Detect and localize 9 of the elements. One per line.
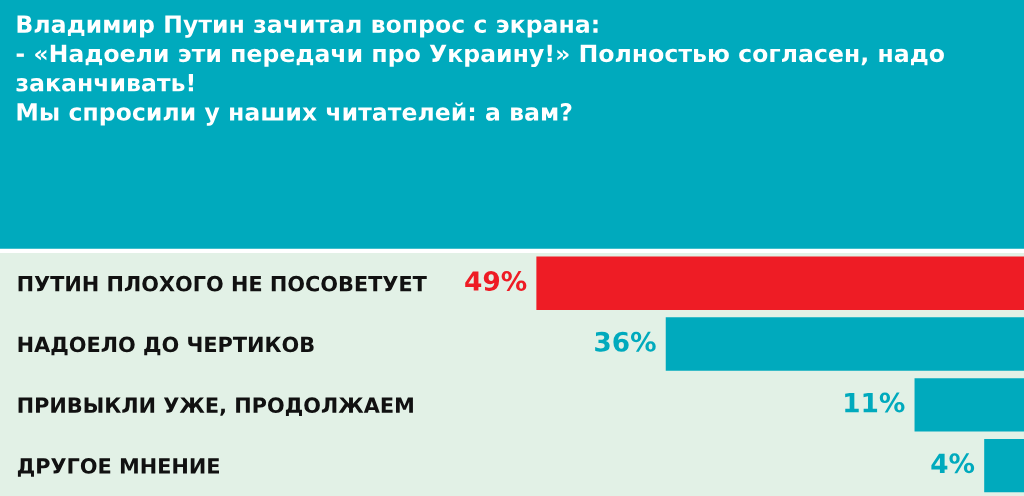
y-tick-label: ДРУГОЕ МНЕНИЕ bbox=[17, 458, 219, 477]
y-tick-label: НАДОЕЛО ДО ЧЕРТИКОВ bbox=[18, 336, 314, 356]
data-label: 36% bbox=[595, 331, 656, 352]
data-label: 11% bbox=[845, 392, 905, 413]
data-label: 4% bbox=[931, 453, 975, 474]
y-tick-label: ПУТИН ПЛОХОГО НЕ ПОСОВЕТУЕТ bbox=[18, 275, 427, 292]
y-tick-label: ПРИВЫКЛИ УЖЕ, ПРОДОЛЖАЕМ bbox=[18, 397, 413, 417]
data-label: 49% bbox=[465, 271, 527, 291]
chart-title: Владимир Путин зачитал вопрос с экрана: - «Надоели эти передачи про Украину!» Полностью согласен, надо заканчивать! Мы спросили у наших читателей: а вам? bbox=[16, 15, 944, 126]
